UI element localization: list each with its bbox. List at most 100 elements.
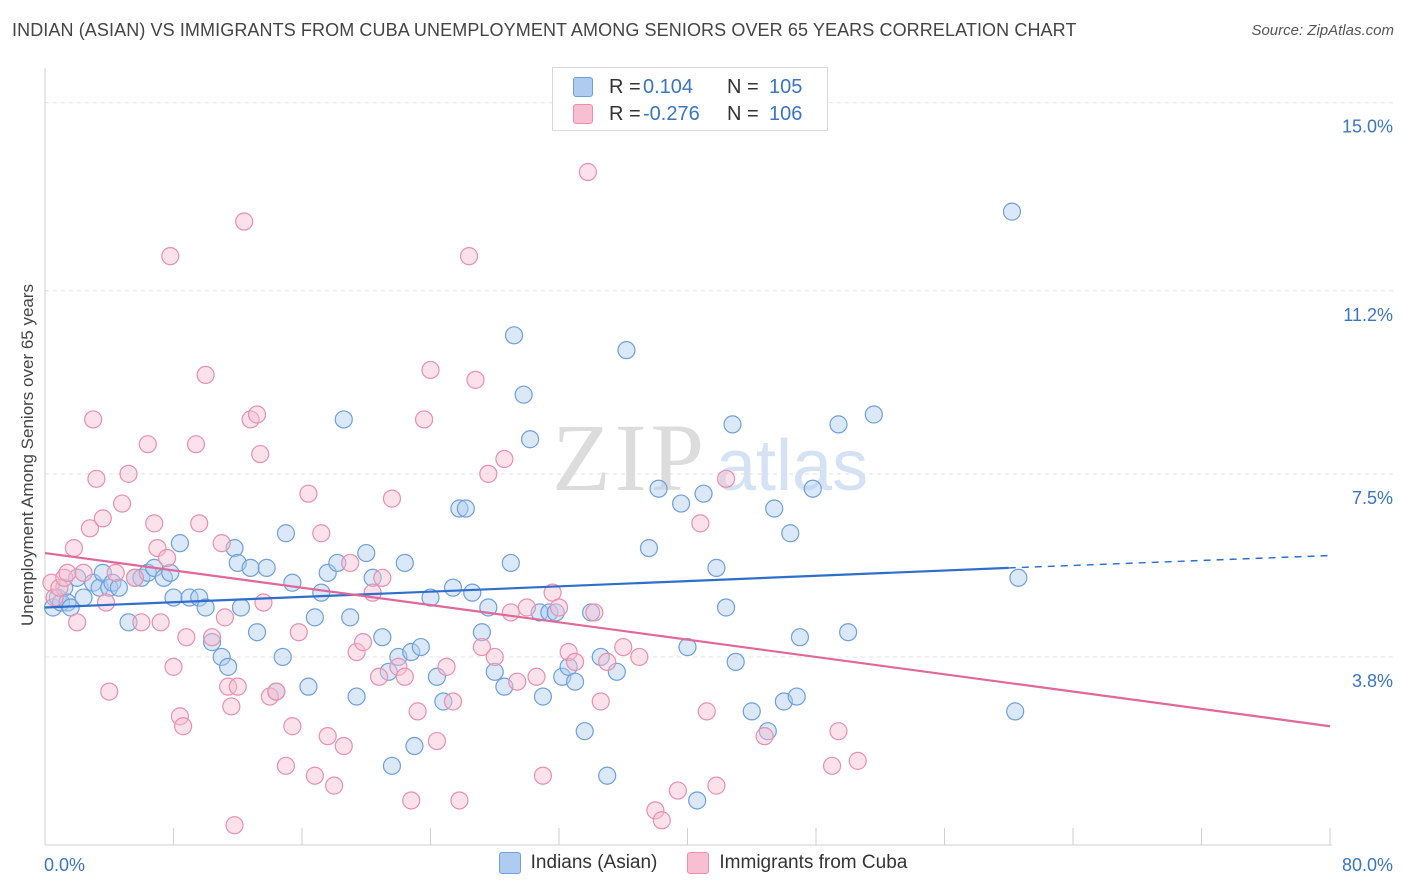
point-indians-asian — [276, 524, 296, 543]
point-immigrants-from-cuba — [382, 489, 402, 508]
point-immigrants-from-cuba — [822, 756, 842, 775]
point-immigrants-from-cuba — [64, 538, 84, 558]
point-immigrants-from-cuba — [466, 370, 485, 389]
point-immigrants-from-cuba — [373, 568, 392, 587]
point-indians-asian — [283, 573, 302, 592]
point-indians-asian — [598, 766, 617, 785]
point-immigrants-from-cuba — [479, 464, 498, 483]
legend-swatch-blue — [573, 77, 593, 97]
point-indians-asian — [74, 588, 93, 607]
point-immigrants-from-cuba — [459, 247, 479, 266]
point-indians-asian — [839, 623, 858, 642]
point-indians-asian — [405, 736, 424, 756]
point-immigrants-from-cuba — [170, 707, 190, 726]
point-immigrants-from-cuba — [74, 563, 93, 582]
point-immigrants-from-cuba — [421, 360, 440, 380]
point-immigrants-from-cuba — [161, 247, 180, 266]
x-tick-label-min: 0.0% — [44, 855, 85, 875]
point-immigrants-from-cuba — [565, 652, 585, 672]
point-indians-asian — [520, 430, 540, 449]
series-legend: Indians (Asian) Immigrants from Cuba — [0, 852, 1406, 874]
point-immigrants-from-cuba — [276, 756, 296, 775]
point-indians-asian — [723, 415, 742, 434]
y-tick-label: 11.2% — [1343, 305, 1393, 325]
point-immigrants-from-cuba — [132, 613, 151, 632]
point-immigrants-from-cuba — [437, 657, 456, 676]
point-immigrants-from-cuba — [112, 494, 132, 513]
point-immigrants-from-cuba — [212, 534, 231, 553]
legend-n-value: 105 — [769, 75, 803, 98]
point-immigrants-from-cuba — [58, 563, 77, 582]
point-indians-asian — [829, 415, 848, 434]
legend-row-indians: R = 0.104 N = 105 — [573, 74, 802, 100]
point-indians-asian — [694, 484, 713, 503]
point-immigrants-from-cuba — [177, 628, 196, 647]
point-indians-asian — [787, 687, 806, 706]
point-immigrants-from-cuba — [50, 578, 69, 597]
point-indians-asian — [247, 623, 267, 642]
point-indians-asian — [864, 405, 883, 424]
point-immigrants-from-cuba — [251, 444, 270, 464]
point-indians-asian — [688, 791, 707, 810]
point-indians-asian — [202, 633, 222, 652]
point-indians-asian — [501, 553, 520, 573]
point-immigrants-from-cuba — [527, 667, 546, 686]
point-indians-asian — [472, 623, 491, 642]
point-immigrants-from-cuba — [325, 776, 344, 795]
point-immigrants-from-cuba — [145, 514, 164, 533]
point-immigrants-from-cuba — [84, 410, 103, 429]
legend-r-label: R = — [609, 102, 641, 125]
legend-label-cuba: Immigrants from Cuba — [719, 852, 908, 873]
point-indians-asian — [726, 652, 745, 672]
point-immigrants-from-cuba — [148, 538, 167, 558]
point-immigrants-from-cuba — [427, 731, 447, 751]
legend-r-label: R = — [609, 75, 641, 98]
point-immigrants-from-cuba — [652, 811, 671, 830]
y-tick-label: 3.8% — [1352, 671, 1393, 691]
point-immigrants-from-cuba — [485, 647, 504, 667]
point-immigrants-from-cuba — [549, 598, 569, 617]
point-immigrants-from-cuba — [215, 608, 234, 627]
point-indians-asian — [357, 543, 376, 563]
point-indians-asian — [109, 578, 128, 597]
point-indians-asian — [402, 642, 421, 662]
point-immigrants-from-cuba — [559, 642, 578, 662]
y-tick-label: 15.0% — [1342, 117, 1393, 137]
point-indians-asian — [161, 563, 180, 582]
x-tick-label-max: 80.0% — [1342, 855, 1393, 875]
legend-n-value: 106 — [769, 102, 803, 125]
point-indians-asian — [639, 538, 659, 558]
point-indians-asian — [504, 326, 524, 345]
y-tick-labels: 3.8% 7.5% 11.2% 15.0% — [1342, 117, 1393, 691]
point-indians-asian — [533, 687, 553, 706]
point-indians-asian — [575, 722, 594, 741]
point-indians-asian — [382, 756, 402, 775]
point-indians-asian — [1009, 568, 1028, 587]
point-immigrants-from-cuba — [533, 766, 553, 785]
point-immigrants-from-cuba — [247, 405, 267, 424]
stats-legend: R = 0.104 N = 105 R = -0.276 N = 106 — [552, 67, 828, 131]
point-indians-asian — [119, 613, 138, 632]
point-immigrants-from-cuba — [125, 568, 145, 587]
point-immigrants-from-cuba — [174, 717, 193, 736]
legend-item-cuba: Immigrants from Cuba — [687, 852, 907, 874]
point-immigrants-from-cuba — [196, 365, 215, 385]
point-immigrants-from-cuba — [697, 702, 716, 721]
point-indians-asian — [219, 657, 238, 676]
point-indians-asian — [514, 385, 533, 404]
point-immigrants-from-cuba — [630, 647, 649, 667]
point-immigrants-from-cuba — [219, 677, 238, 696]
point-immigrants-from-cuba — [157, 548, 177, 568]
point-immigrants-from-cuba — [87, 469, 106, 488]
point-immigrants-from-cuba — [228, 677, 247, 696]
legend-item-indians: Indians (Asian) — [498, 852, 657, 874]
watermark-zip: ZIP — [552, 404, 708, 511]
point-indians-asian — [231, 598, 251, 617]
point-immigrants-from-cuba — [614, 637, 633, 657]
point-indians-asian — [463, 583, 482, 602]
point-indians-asian — [456, 499, 475, 518]
point-immigrants-from-cuba — [370, 667, 389, 686]
point-indians-asian — [273, 647, 292, 667]
point-indians-asian — [485, 662, 504, 681]
